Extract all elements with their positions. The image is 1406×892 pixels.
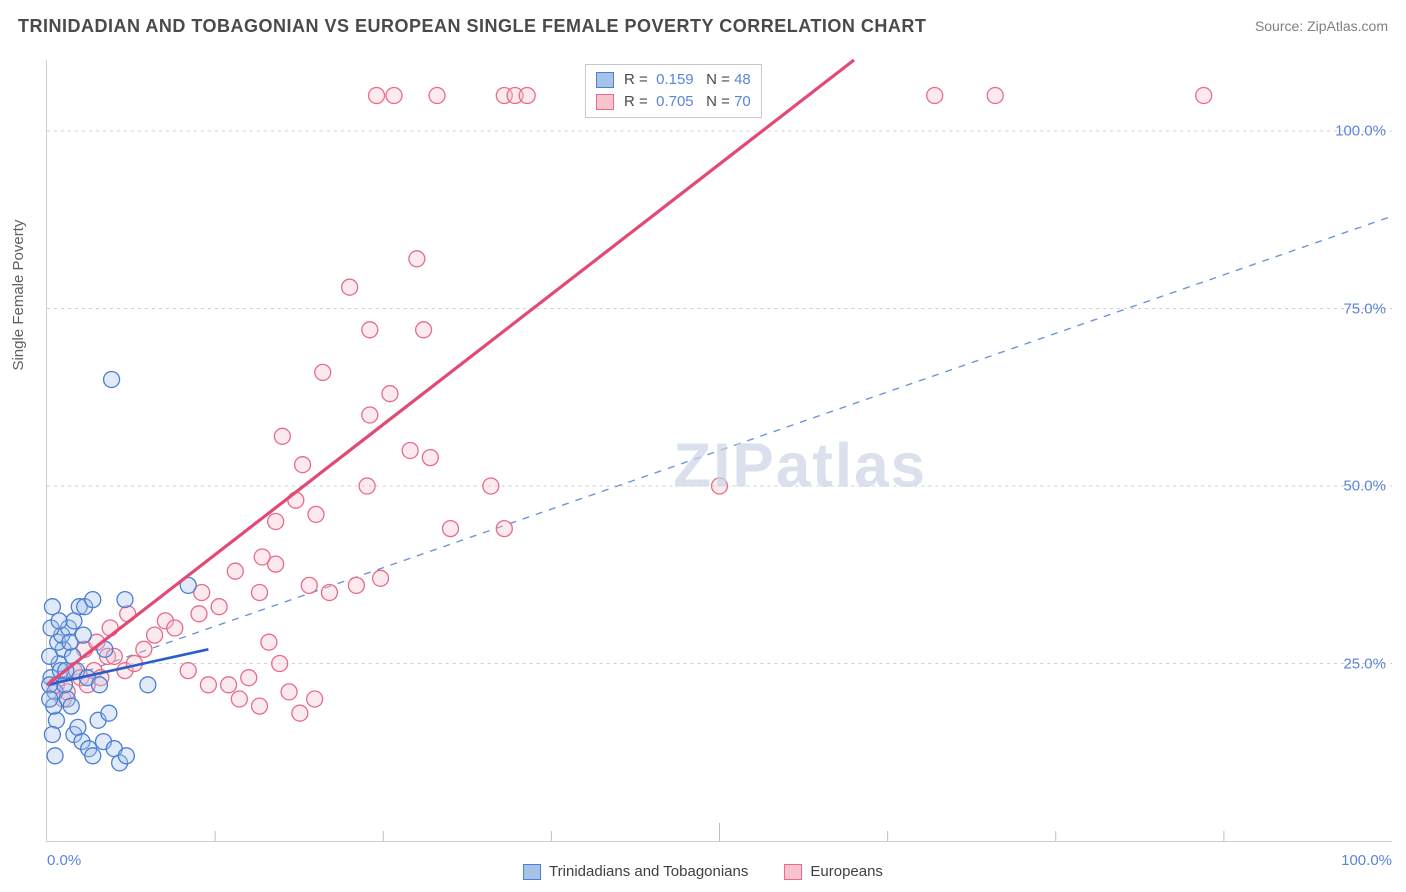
legend-text: R = 0.705 N = 70 xyxy=(624,91,751,113)
legend-swatch xyxy=(596,72,614,88)
legend-row: R = 0.705 N = 70 xyxy=(596,91,751,113)
legend-row: R = 0.159 N = 48 xyxy=(596,69,751,91)
y-tick-label: 50.0% xyxy=(1343,478,1386,495)
legend-text: R = 0.159 N = 48 xyxy=(624,69,751,91)
y-axis-label: Single Female Poverty xyxy=(10,220,27,371)
y-tick-label: 100.0% xyxy=(1335,123,1386,140)
legend-swatch xyxy=(784,864,802,880)
legend-label: Trinidadians and Tobagonians xyxy=(549,863,748,880)
x-tick-label: 0.0% xyxy=(47,852,81,869)
legend-swatch xyxy=(596,94,614,110)
source-label: Source: ZipAtlas.com xyxy=(1255,18,1388,34)
correlation-legend: R = 0.159 N = 48R = 0.705 N = 70 xyxy=(585,64,762,118)
legend-swatch xyxy=(523,864,541,880)
series-legend: Trinidadians and Tobagonians Europeans xyxy=(523,863,883,880)
chart-title: TRINIDADIAN AND TOBAGONIAN VS EUROPEAN S… xyxy=(18,16,926,37)
series-legend-item: Trinidadians and Tobagonians xyxy=(523,863,748,880)
legend-label: Europeans xyxy=(810,863,883,880)
plot-area: ZIPatlas 25.0%50.0%75.0%100.0% 0.0%100.0… xyxy=(46,60,1392,842)
series-legend-item: Europeans xyxy=(784,863,883,880)
y-tick-label: 75.0% xyxy=(1343,300,1386,317)
x-tick-label: 100.0% xyxy=(1341,852,1392,869)
y-tick-label: 25.0% xyxy=(1343,655,1386,672)
watermark-text: ZIPatlas xyxy=(673,431,927,502)
